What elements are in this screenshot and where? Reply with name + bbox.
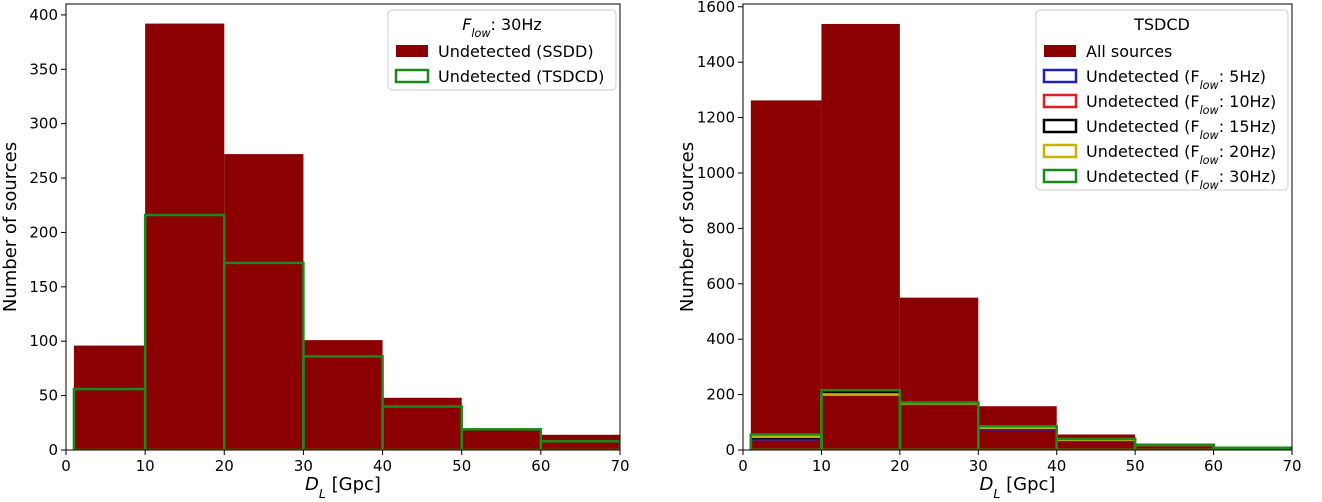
legend-title: TSDCD (1133, 15, 1190, 34)
legend-swatch-3 (1042, 118, 1078, 134)
legend-label-1: Undetected (TSDCD) (438, 67, 604, 86)
chart-right: 0 10 20 30 40 50 60 70 0 200 400 600 800 1000 1200 1400… (677, 0, 1302, 501)
y-tick-label-1: 50 (39, 387, 58, 405)
x-tick-label-1: 10 (812, 457, 831, 475)
chart-left: 0 10 20 30 40 50 60 70 0 50 100 150 200 250 300 350 400 D… (0, 3, 630, 501)
legend-swatch-1 (394, 68, 430, 84)
bar-0-2 (224, 154, 304, 450)
legend-label-1: Undetected (Flow: 5Hz) (1086, 67, 1266, 92)
legend: Flow: 30Hz Undetected (SSDD) Undetected (T… (387, 9, 617, 91)
y-tick-label-7: 350 (29, 60, 58, 78)
y-tick-label-5: 1000 (697, 164, 735, 182)
x-tick-label-4: 40 (1047, 457, 1066, 475)
legend-label-0: Undetected (SSDD) (438, 42, 594, 61)
y-tick-label-0: 0 (48, 441, 58, 459)
legend-label-0: All sources (1086, 42, 1172, 61)
legend-swatch-5 (1042, 168, 1078, 184)
y-tick-label-2: 400 (706, 330, 735, 348)
bar-0-2 (899, 297, 979, 450)
legend-label-3: Undetected (Flow: 15Hz) (1086, 117, 1276, 142)
bar-0-0 (750, 100, 822, 450)
legend-label-2: Undetected (Flow: 10Hz) (1086, 92, 1276, 117)
y-tick-label-3: 600 (706, 275, 735, 293)
bar-0-4 (1056, 434, 1136, 450)
y-tick-label-6: 1200 (697, 109, 735, 127)
x-tick-label-2: 20 (890, 457, 909, 475)
x-tick-label-7: 70 (1282, 457, 1301, 475)
y-tick-label-6: 300 (29, 115, 58, 133)
bar-0-1 (821, 23, 900, 450)
x-tick-label-6: 60 (531, 457, 550, 475)
y-tick-label-8: 1600 (697, 0, 735, 16)
bar-0-0 (73, 345, 146, 450)
legend-swatch-0 (396, 45, 428, 57)
bar-0-5 (461, 430, 541, 450)
legend-box (1035, 9, 1289, 191)
y-tick-label-7: 1400 (697, 53, 735, 71)
bar-0-1 (145, 23, 225, 450)
legend-label-4: Undetected (Flow: 20Hz) (1086, 142, 1276, 167)
y-tick-label-8: 400 (29, 6, 58, 24)
x-tick-label-3: 30 (294, 457, 313, 475)
y-tick-label-1: 200 (706, 386, 735, 404)
axes-frame (742, 3, 1293, 451)
legend-box (387, 9, 617, 91)
x-tick-label-3: 30 (969, 457, 988, 475)
y-tick-label-2: 100 (29, 332, 58, 350)
legend-swatch-4 (1042, 143, 1078, 159)
y-tick-label-3: 150 (29, 278, 58, 296)
x-axis-label: DL [Gpc] (305, 474, 381, 501)
x-tick-label-4: 40 (373, 457, 392, 475)
x-axis-label: DL [Gpc] (980, 474, 1056, 501)
bar-0-3 (303, 340, 383, 450)
x-tick-label-6: 60 (1204, 457, 1223, 475)
x-tick-label-0: 0 (738, 457, 748, 475)
legend-title: Flow: 30Hz (462, 15, 542, 40)
y-axis-label: Number of sources (0, 142, 21, 312)
x-tick-label-5: 50 (1126, 457, 1145, 475)
legend-swatch-1 (1042, 68, 1078, 84)
step-bar-1-3 (302, 355, 384, 450)
x-tick-label-7: 70 (610, 457, 629, 475)
y-axis-label: Number of sources (677, 142, 698, 312)
y-tick-label-5: 250 (29, 169, 58, 187)
x-tick-label-2: 20 (215, 457, 234, 475)
y-tick-label-4: 800 (706, 219, 735, 237)
legend-label-5: Undetected (Flow: 30Hz) (1086, 167, 1276, 192)
plot-area (72, 23, 620, 450)
axes-frame (65, 3, 621, 451)
legend-swatch-0 (1044, 45, 1076, 57)
x-tick-label-0: 0 (61, 457, 71, 475)
y-tick-label-4: 200 (29, 223, 58, 241)
x-tick-label-1: 10 (136, 457, 155, 475)
legend-swatch-2 (1042, 93, 1078, 109)
x-tick-label-5: 50 (452, 457, 471, 475)
y-tick-label-0: 0 (725, 441, 735, 459)
plot-area (749, 23, 1292, 450)
